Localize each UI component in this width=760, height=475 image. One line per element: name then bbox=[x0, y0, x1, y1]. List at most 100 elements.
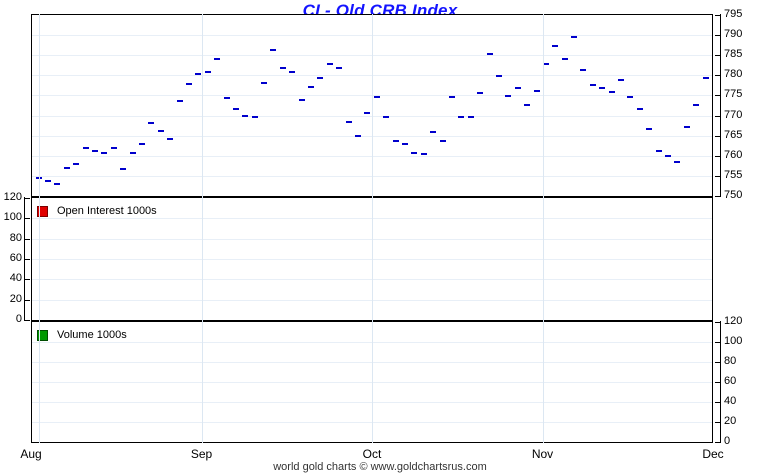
price-tick-label: 785 bbox=[724, 48, 743, 61]
price-close-mark bbox=[223, 97, 230, 100]
price-tick-mark bbox=[715, 175, 720, 177]
price-close-mark bbox=[355, 134, 361, 137]
oi-ticks-label: 0 bbox=[15, 313, 22, 325]
vol-ticks-label: 0 bbox=[724, 435, 731, 447]
price-tick-mark bbox=[715, 35, 720, 37]
price-close-mark bbox=[110, 146, 117, 149]
price-tick-label: 755 bbox=[724, 168, 743, 181]
price-tick-mark bbox=[715, 135, 720, 137]
price-tick-mark bbox=[715, 55, 720, 57]
price-close-mark bbox=[373, 95, 380, 98]
oi-ticks-mark bbox=[25, 238, 30, 240]
price-close-mark bbox=[242, 114, 249, 117]
oi-ticks-mark bbox=[25, 218, 30, 220]
oi-ticks-label: 60 bbox=[9, 252, 22, 264]
price-close-mark bbox=[383, 115, 390, 118]
price-close-mark bbox=[542, 63, 549, 66]
month-gridline bbox=[39, 321, 40, 443]
legend-open-interest: Open Interest 1000s bbox=[37, 205, 157, 217]
price-close-mark bbox=[646, 128, 653, 131]
price-close-mark bbox=[477, 92, 484, 95]
legend-open-interest-label: Open Interest 1000s bbox=[57, 205, 157, 217]
price-tick-mark bbox=[715, 15, 720, 16]
month-label: Nov bbox=[531, 447, 554, 461]
vol-ticks-mark bbox=[715, 362, 720, 363]
price-close-mark bbox=[524, 104, 531, 107]
oi-ticks-label: 100 bbox=[3, 211, 22, 224]
open-interest-swatch-icon bbox=[37, 205, 48, 217]
month-gridline bbox=[542, 14, 544, 197]
month-gridline bbox=[372, 321, 373, 443]
price-close-mark bbox=[683, 126, 690, 129]
vol-ticks-label: 40 bbox=[724, 395, 737, 407]
price-close-mark bbox=[458, 115, 465, 118]
price-close-mark bbox=[364, 111, 371, 114]
price-close-mark bbox=[401, 142, 408, 145]
price-close-mark bbox=[420, 152, 427, 155]
oi-ticks-mark bbox=[25, 320, 30, 321]
legend-volume-label: Volume 1000s bbox=[57, 329, 127, 341]
month-label: Aug bbox=[20, 447, 42, 461]
vol-ticks-label: 60 bbox=[724, 375, 737, 387]
vol-ticks-mark bbox=[715, 402, 720, 403]
price-close-mark bbox=[467, 116, 474, 119]
vol-ticks-mark bbox=[715, 322, 720, 323]
price-close-mark bbox=[35, 176, 42, 179]
oi-ticks-label: 40 bbox=[9, 272, 22, 285]
oi-ticks-mark bbox=[25, 198, 30, 199]
month-gridline bbox=[39, 197, 40, 321]
price-tick-mark bbox=[715, 75, 720, 77]
price-close-mark bbox=[533, 89, 540, 92]
price-close-mark bbox=[270, 49, 277, 52]
vol-ticks-mark bbox=[715, 382, 720, 383]
price-close-mark bbox=[411, 151, 418, 154]
price-close-mark bbox=[589, 84, 596, 87]
price-close-mark bbox=[148, 121, 155, 124]
price-tick-mark bbox=[715, 95, 720, 97]
price-tick-mark bbox=[715, 196, 720, 197]
price-close-mark bbox=[73, 163, 80, 166]
legend-volume: Volume 1000s bbox=[37, 329, 127, 341]
vol-ticks-label: 120 bbox=[724, 315, 743, 327]
price-close-mark bbox=[561, 58, 568, 61]
price-close-mark bbox=[552, 44, 559, 47]
oi-ticks-mark bbox=[25, 259, 30, 260]
price-axis-spine bbox=[720, 14, 721, 197]
price-close-mark bbox=[608, 91, 615, 94]
price-close-mark bbox=[138, 142, 145, 145]
price-close-mark bbox=[279, 67, 286, 70]
price-close-mark bbox=[571, 35, 577, 38]
price-close-mark bbox=[204, 71, 211, 74]
price-close-mark bbox=[185, 82, 192, 85]
price-tick-label: 775 bbox=[724, 88, 743, 101]
price-close-mark bbox=[514, 87, 521, 90]
price-close-mark bbox=[439, 139, 446, 142]
price-close-mark bbox=[195, 72, 202, 75]
price-close-mark bbox=[392, 139, 399, 142]
price-close-mark bbox=[261, 82, 267, 85]
price-close-mark bbox=[176, 99, 183, 102]
price-close-mark bbox=[54, 183, 61, 186]
price-close-mark bbox=[298, 98, 305, 101]
month-gridline bbox=[542, 321, 544, 443]
price-close-mark bbox=[702, 77, 709, 80]
price-tick-label: 780 bbox=[724, 68, 743, 81]
oi-ticks-label: 80 bbox=[9, 231, 22, 244]
price-close-mark bbox=[326, 62, 333, 65]
price-close-mark bbox=[674, 161, 681, 164]
oi-ticks-mark bbox=[25, 279, 30, 281]
price-close-mark bbox=[317, 76, 324, 79]
oi-ticks-mark bbox=[25, 299, 30, 301]
vol-ticks-mark bbox=[715, 442, 720, 443]
vol-ticks-label: 80 bbox=[724, 355, 737, 367]
price-close-mark bbox=[91, 149, 98, 152]
oi-ticks-label: 120 bbox=[3, 191, 22, 203]
month-label: Dec bbox=[702, 447, 724, 461]
month-label: Sep bbox=[190, 447, 213, 461]
price-close-mark bbox=[101, 152, 108, 155]
price-close-mark bbox=[580, 69, 587, 72]
price-close-mark bbox=[655, 149, 662, 152]
month-label: Oct bbox=[362, 447, 382, 461]
price-tick-label: 770 bbox=[724, 108, 743, 121]
price-tick-mark bbox=[715, 115, 720, 117]
